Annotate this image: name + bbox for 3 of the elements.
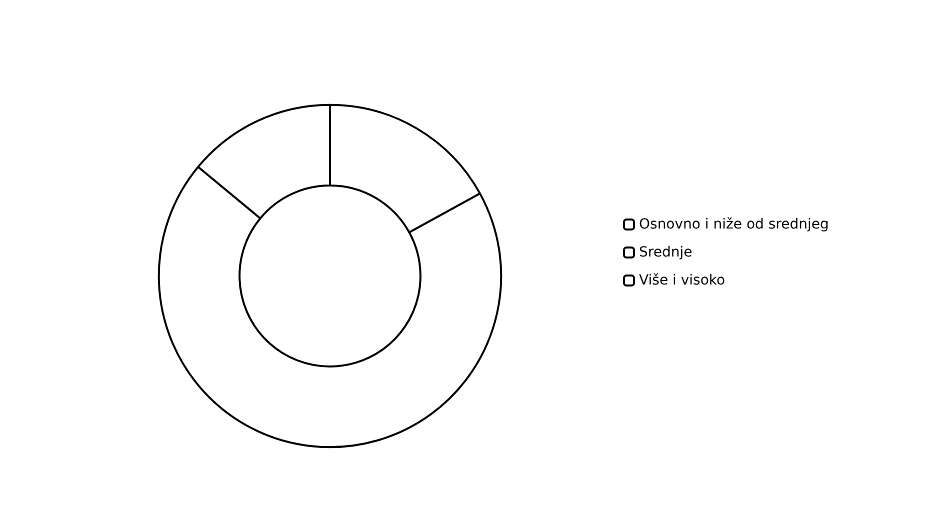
legend-label: Više i visoko	[639, 272, 726, 288]
legend-label: Srednje	[639, 244, 692, 260]
legend-label: Osnovno i niže od srednjeg	[639, 216, 829, 232]
